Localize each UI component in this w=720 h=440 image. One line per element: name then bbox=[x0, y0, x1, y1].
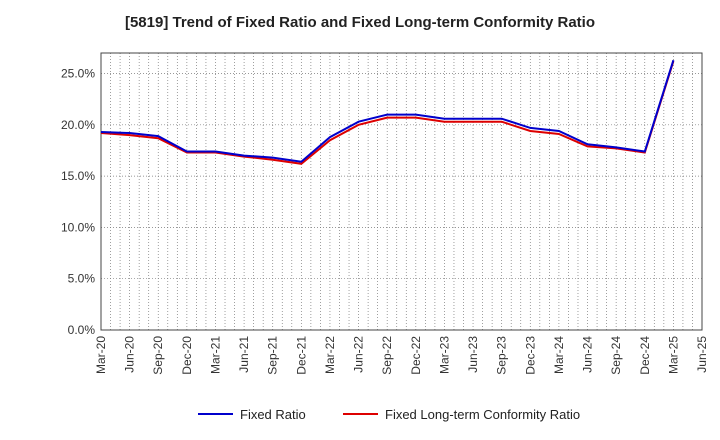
x-tick-label: Dec-21 bbox=[294, 336, 308, 375]
x-tick-label: Sep-22 bbox=[380, 336, 394, 375]
x-tick-label: Sep-21 bbox=[266, 336, 280, 375]
x-tick-label: Jun-20 bbox=[123, 336, 137, 373]
x-tick-label: Jun-22 bbox=[352, 336, 366, 373]
series-line-fixed-ratio bbox=[100, 59, 675, 163]
x-tick-label: Dec-22 bbox=[409, 336, 423, 375]
y-tick-label: 15.0% bbox=[61, 169, 95, 183]
x-tick-label: Mar-24 bbox=[552, 336, 566, 374]
y-tick-label: 10.0% bbox=[61, 220, 95, 234]
x-tick-label: Sep-23 bbox=[495, 336, 509, 375]
legend-label: Fixed Long-term Conformity Ratio bbox=[385, 407, 580, 422]
y-tick-label: 5.0% bbox=[68, 272, 96, 286]
x-tick-label: Dec-24 bbox=[638, 336, 652, 375]
chart-title: [5819] Trend of Fixed Ratio and Fixed Lo… bbox=[124, 14, 596, 31]
x-tick-label: Jun-25 bbox=[695, 336, 709, 373]
x-tick-label: Sep-20 bbox=[151, 336, 165, 375]
y-tick-label: 0.0% bbox=[68, 323, 96, 337]
x-tick-label: Dec-20 bbox=[180, 336, 194, 375]
y-tick-label: 25.0% bbox=[61, 67, 95, 81]
x-tick-label: Jun-21 bbox=[237, 336, 251, 373]
x-tick-label: Dec-23 bbox=[523, 336, 537, 375]
x-tick-label: Mar-25 bbox=[666, 336, 680, 374]
x-tick-label: Mar-21 bbox=[208, 336, 222, 374]
x-tick-label: Jun-23 bbox=[466, 336, 480, 373]
x-tick-label: Mar-23 bbox=[437, 336, 451, 374]
y-tick-label: 20.0% bbox=[61, 118, 95, 132]
plot-area bbox=[101, 53, 702, 330]
plot-frame bbox=[100, 52, 703, 331]
x-tick-label: Mar-22 bbox=[323, 336, 337, 374]
x-tick-label: Mar-20 bbox=[94, 336, 108, 374]
legend-label: Fixed Ratio bbox=[240, 407, 306, 422]
x-tick-label: Sep-24 bbox=[609, 336, 623, 375]
x-tick-label: Jun-24 bbox=[581, 336, 595, 373]
